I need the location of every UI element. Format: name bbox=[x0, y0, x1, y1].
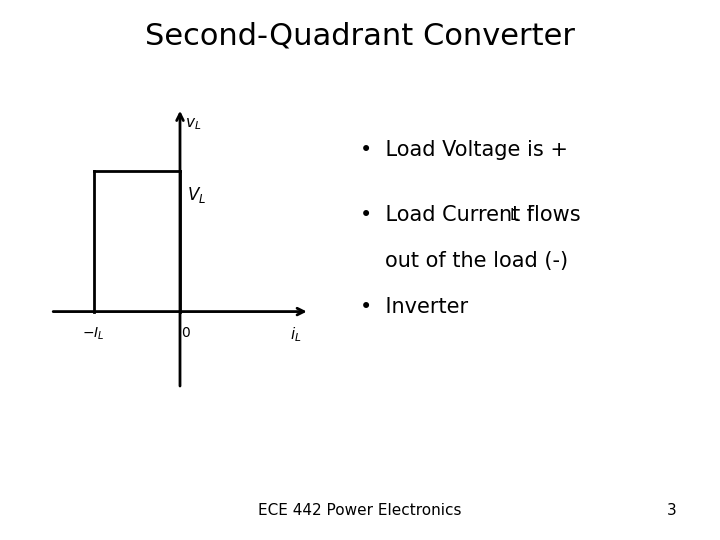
Text: out of the load (-): out of the load (-) bbox=[385, 251, 568, 271]
Text: 3: 3 bbox=[667, 503, 677, 518]
Text: L: L bbox=[510, 208, 518, 223]
Text: $v_L$: $v_L$ bbox=[185, 116, 202, 132]
Text: $V_L$: $V_L$ bbox=[187, 185, 206, 205]
Text: •  Load Current i: • Load Current i bbox=[360, 205, 533, 225]
Text: Second-Quadrant Converter: Second-Quadrant Converter bbox=[145, 22, 575, 51]
Text: $-I_L$: $-I_L$ bbox=[82, 326, 105, 342]
Text: flows: flows bbox=[520, 205, 580, 225]
Text: ECE 442 Power Electronics: ECE 442 Power Electronics bbox=[258, 503, 462, 518]
Text: •  Inverter: • Inverter bbox=[360, 297, 468, 317]
Text: 0: 0 bbox=[181, 326, 189, 340]
Text: $i_L$: $i_L$ bbox=[290, 326, 302, 345]
Text: •  Load Voltage is +: • Load Voltage is + bbox=[360, 140, 568, 160]
